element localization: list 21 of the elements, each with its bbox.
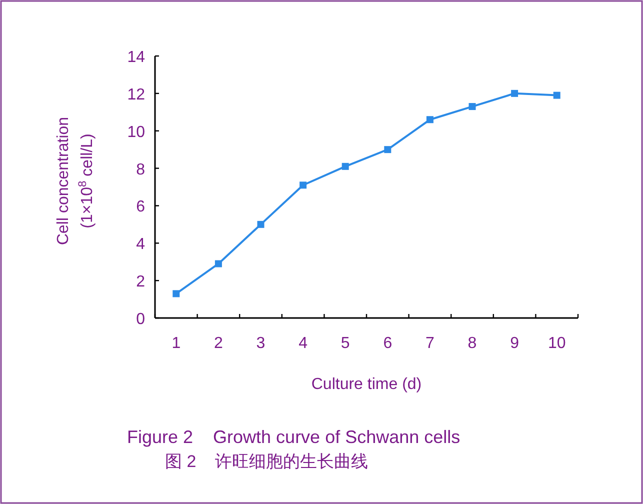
y-tick-label: 6	[136, 198, 146, 216]
x-axis-title: Culture time (d)	[311, 376, 422, 393]
y-tick-label: 10	[127, 124, 146, 141]
x-tick-label: 2	[214, 335, 223, 352]
x-tick-label: 9	[510, 335, 520, 352]
y-tick-label: 4	[136, 236, 146, 254]
y-tick-label: 2	[136, 274, 146, 291]
x-tick-label: 4	[298, 335, 308, 352]
text: Figure 2 Growth curve of Schwann cells	[127, 427, 460, 447]
x-tick-label: 1	[172, 335, 181, 352]
x-tick-label: 8	[468, 335, 477, 352]
y-tick-label: 14	[127, 49, 146, 66]
x-tick-label: 5	[340, 335, 350, 352]
y-tick-label: 0	[136, 311, 146, 328]
text: 图 2 许旺细胞的生长曲线	[165, 452, 368, 471]
x-tick-label: 3	[256, 335, 266, 352]
y-tick-label: 8	[136, 161, 146, 178]
y-tick-label: 12	[127, 86, 146, 104]
x-tick-label: 10	[548, 335, 566, 352]
x-tick-label: 6	[383, 335, 392, 352]
x-tick-label: 7	[425, 335, 434, 352]
